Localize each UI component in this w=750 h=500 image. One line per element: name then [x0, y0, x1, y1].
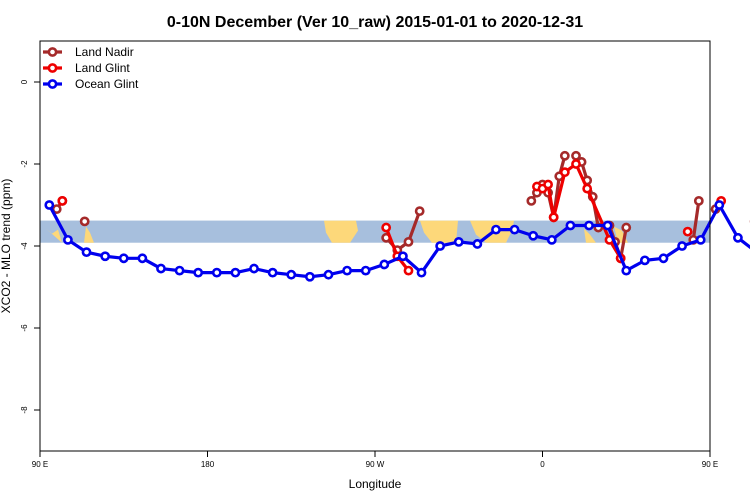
data-point — [621, 265, 632, 276]
plot-area — [39, 40, 750, 452]
data-point — [639, 255, 650, 266]
data-point — [44, 200, 55, 210]
data-point — [677, 241, 687, 251]
legend-marker — [47, 47, 58, 57]
y-tick-label: 0 — [20, 79, 29, 84]
chart-title: 0-10N December (Ver 10_raw) 2015-01-01 t… — [167, 14, 583, 31]
data-point — [230, 267, 241, 278]
x-tick-label: 90 W — [366, 460, 385, 469]
data-point — [379, 259, 390, 270]
y-tick-label: -6 — [20, 324, 29, 332]
data-point — [733, 232, 743, 243]
data-point — [584, 220, 594, 231]
legend: Land Nadir Land Glint Ocean Glint — [43, 45, 139, 91]
data-point — [602, 220, 613, 231]
data-point — [193, 267, 204, 278]
data-point — [211, 267, 222, 278]
data-point — [714, 200, 725, 210]
data-point — [381, 222, 392, 233]
data-point — [137, 253, 148, 264]
y-axis: 0 -2 -4 -6 -8 — [20, 41, 41, 451]
data-point — [398, 251, 408, 262]
data-point — [472, 239, 483, 249]
y-axis-label: XCO2 - MLO trend (ppm) — [0, 179, 13, 314]
x-tick-label: 90 E — [32, 460, 48, 469]
series-land-glint — [57, 159, 727, 276]
data-point — [526, 195, 537, 206]
x-axis-label: Longitude — [349, 477, 402, 491]
data-point — [565, 220, 576, 231]
plot-frame — [39, 40, 711, 452]
legend-marker — [47, 63, 58, 73]
data-point — [543, 179, 553, 190]
land-mass — [46, 228, 62, 243]
x-tick-label: 90 E — [702, 460, 718, 469]
data-point — [571, 159, 581, 169]
data-point — [559, 150, 570, 161]
data-point — [693, 195, 704, 206]
data-point — [559, 167, 570, 178]
y-tick-label: -2 — [20, 160, 29, 168]
data-point — [546, 234, 557, 245]
x-tick-label: 180 — [201, 460, 215, 469]
data-point — [435, 241, 446, 251]
data-point — [360, 265, 371, 276]
data-point — [509, 224, 520, 235]
series-ocean-glint — [44, 200, 750, 282]
data-point — [100, 251, 111, 262]
data-point — [403, 265, 414, 276]
data-point — [658, 253, 669, 264]
data-point — [323, 269, 334, 280]
legend-label: Land Nadir — [75, 45, 134, 59]
data-point — [582, 183, 593, 194]
x-tick-label: 0 — [540, 460, 545, 469]
data-point — [63, 234, 73, 245]
data-point — [453, 236, 464, 247]
series-land-nadir — [51, 150, 750, 264]
data-point — [528, 230, 539, 241]
land-mass — [584, 228, 596, 243]
legend-label: Ocean Glint — [75, 77, 139, 91]
land-mass — [420, 220, 458, 243]
land-mass — [324, 220, 358, 243]
series-line — [691, 200, 701, 241]
data-point — [682, 226, 693, 237]
data-point — [414, 206, 425, 217]
series-group — [44, 150, 750, 282]
data-point — [548, 212, 559, 223]
data-point — [416, 267, 427, 278]
legend-marker — [47, 79, 58, 89]
data-point — [57, 195, 68, 206]
data-point — [491, 224, 501, 235]
y-tick-label: -4 — [20, 242, 29, 250]
data-point — [81, 247, 92, 258]
legend-label: Land Glint — [75, 61, 130, 75]
data-point — [621, 222, 632, 233]
land-mass — [84, 226, 94, 243]
data-point — [79, 216, 90, 227]
data-point — [174, 265, 185, 276]
data-point — [286, 269, 297, 280]
data-point — [403, 236, 414, 247]
data-point — [118, 253, 129, 264]
y-tick-label: -8 — [20, 406, 29, 414]
data-point — [249, 263, 259, 274]
data-point — [267, 267, 278, 278]
data-point — [156, 263, 166, 274]
data-point — [695, 234, 706, 245]
data-point — [342, 265, 352, 276]
data-point — [304, 271, 315, 282]
